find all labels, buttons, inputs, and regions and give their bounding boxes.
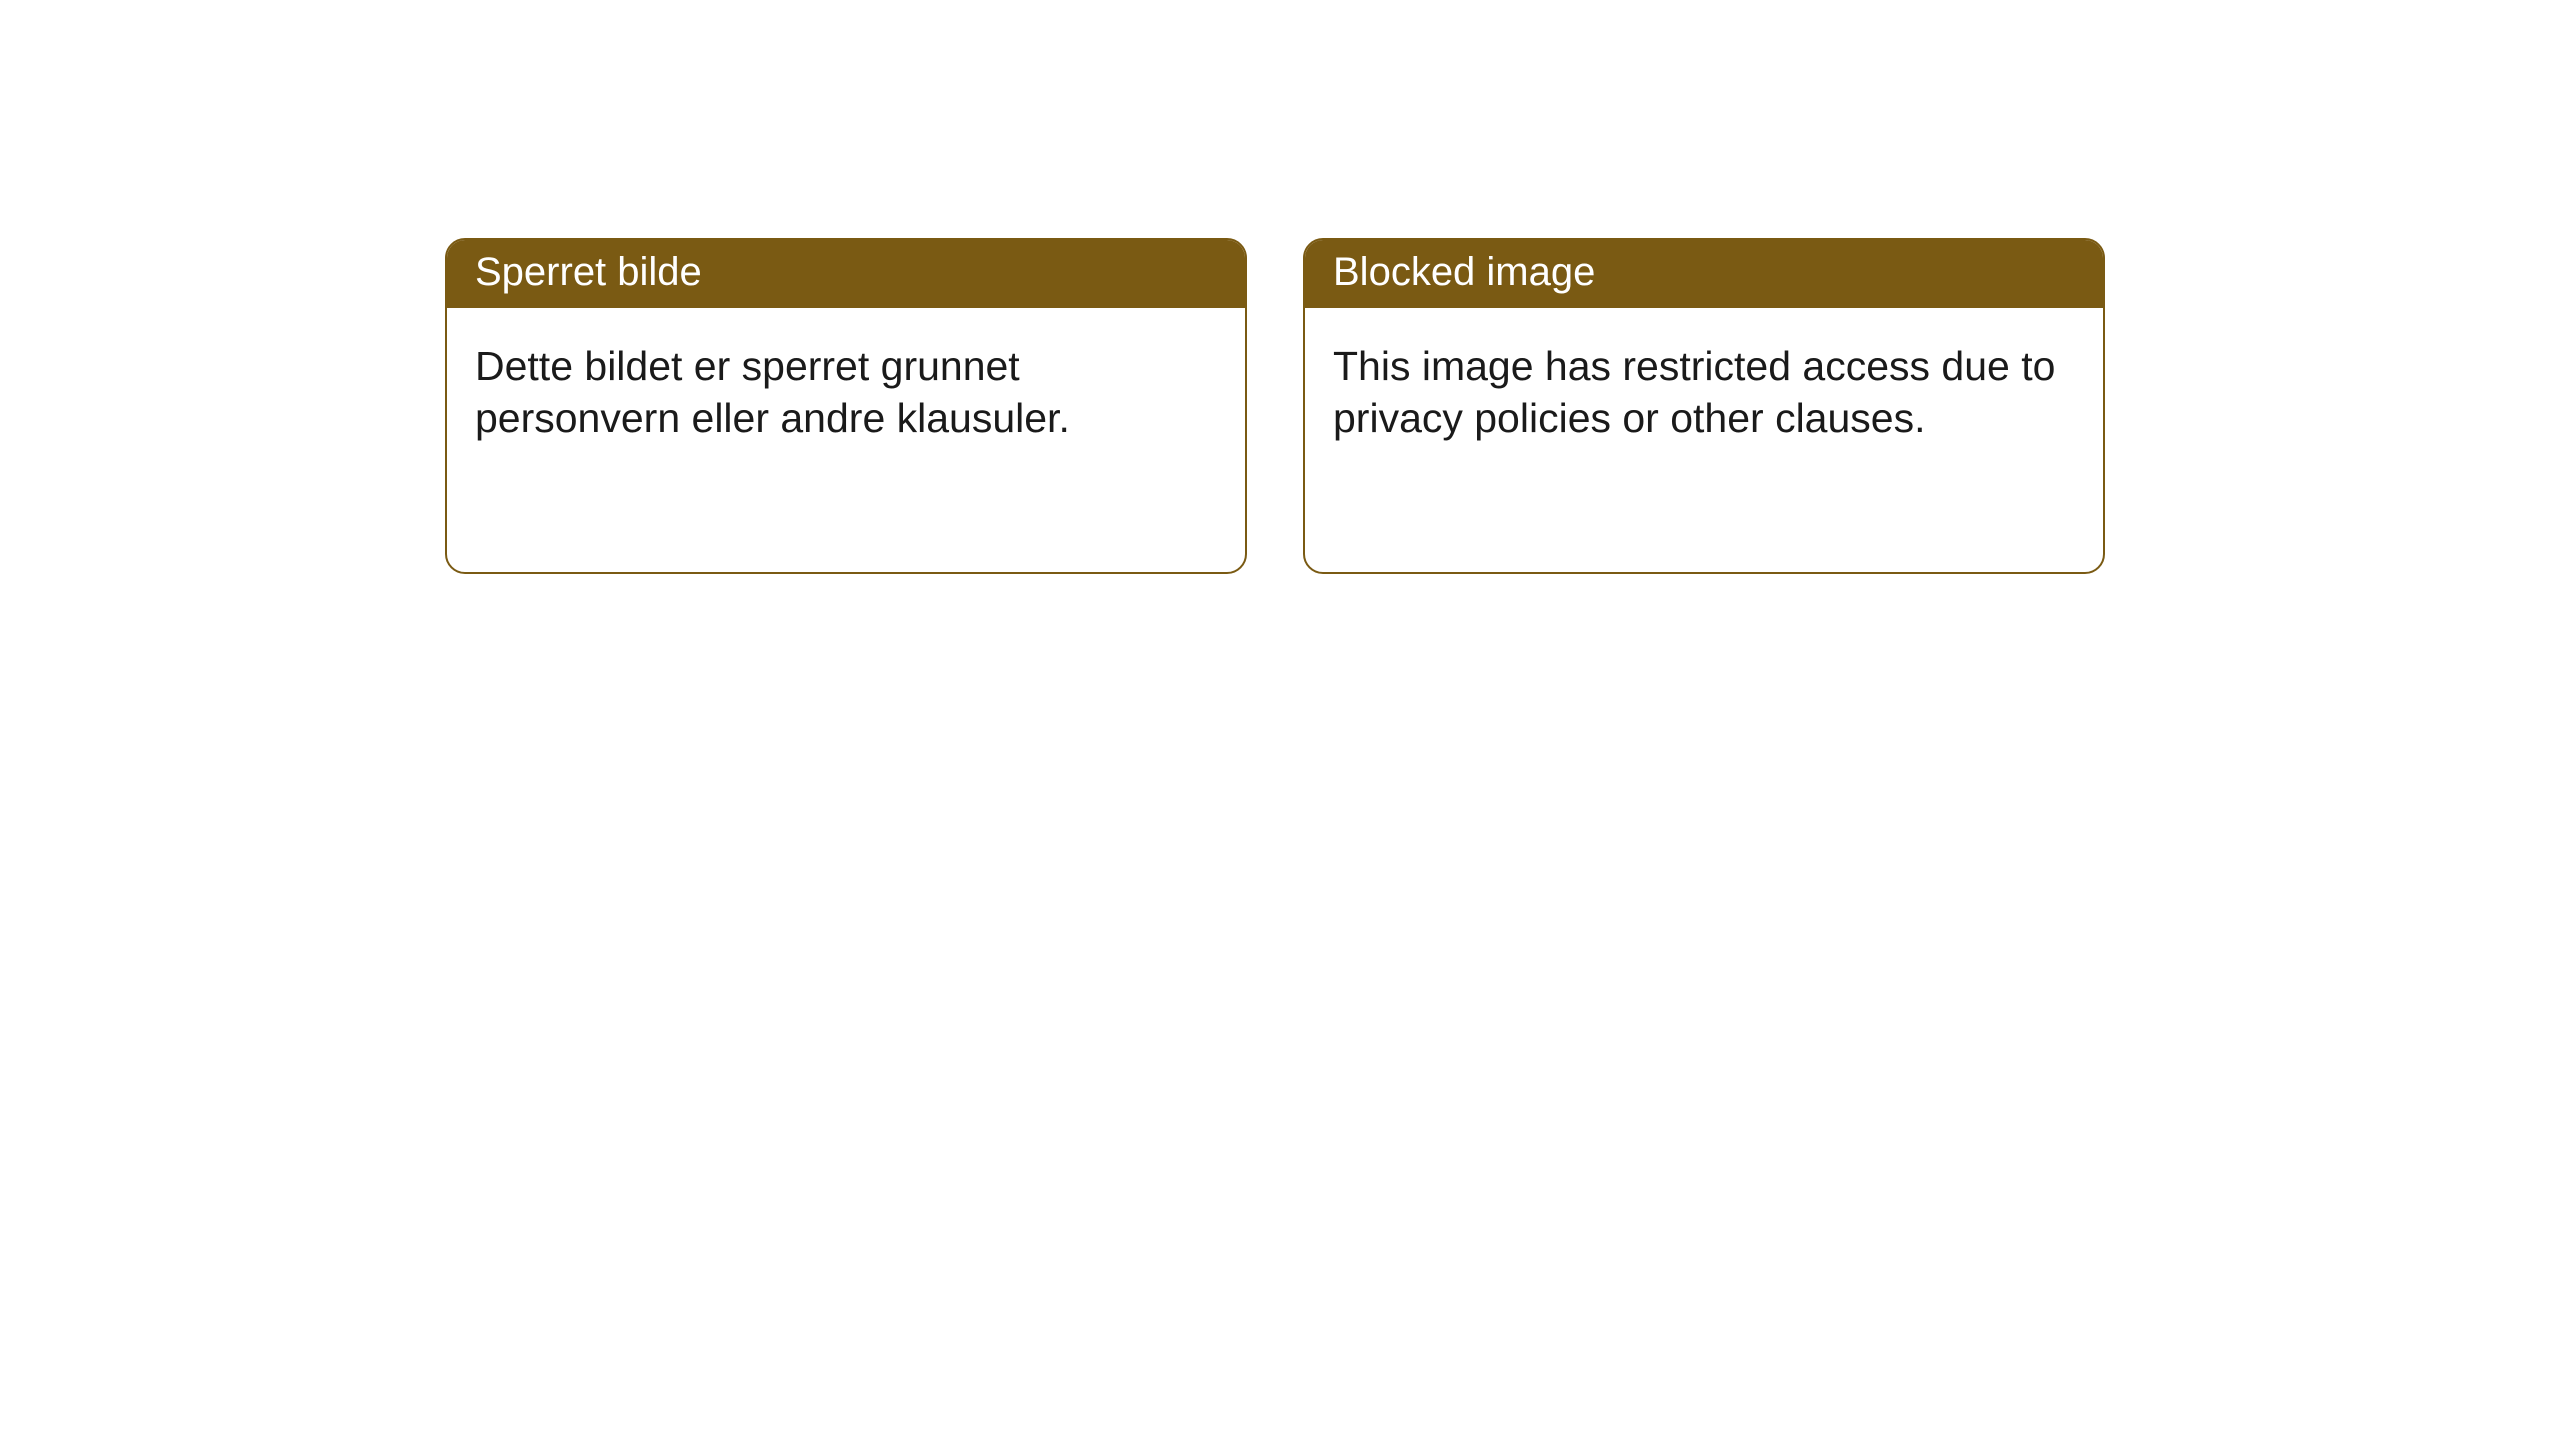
notice-card-norwegian: Sperret bilde Dette bildet er sperret gr… <box>445 238 1247 574</box>
notice-body: Dette bildet er sperret grunnet personve… <box>447 308 1245 477</box>
notice-container: Sperret bilde Dette bildet er sperret gr… <box>0 0 2560 574</box>
notice-body: This image has restricted access due to … <box>1305 308 2103 477</box>
notice-title: Blocked image <box>1305 240 2103 308</box>
notice-title: Sperret bilde <box>447 240 1245 308</box>
notice-card-english: Blocked image This image has restricted … <box>1303 238 2105 574</box>
